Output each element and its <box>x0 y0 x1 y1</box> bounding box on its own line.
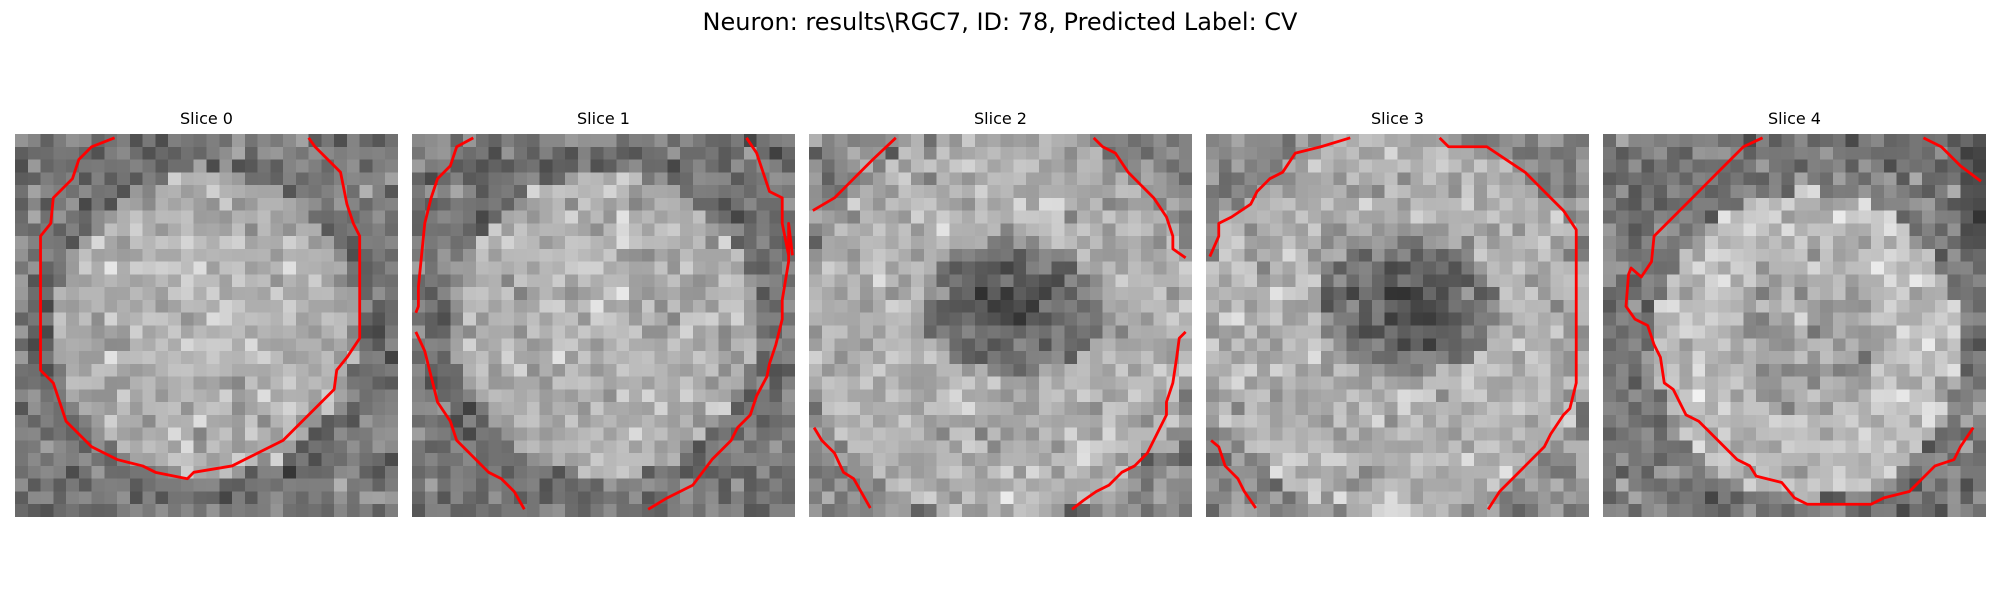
contour-line <box>1624 136 1975 506</box>
slice-title: Slice 4 <box>1768 109 1821 128</box>
slice-title: Slice 0 <box>180 109 233 128</box>
contour-line <box>647 221 794 511</box>
slice-title: Slice 3 <box>1371 109 1424 128</box>
contour-line <box>1922 136 1982 183</box>
contour-line <box>1438 136 1578 511</box>
contour-line <box>1208 136 1351 258</box>
slice-image <box>1603 134 1986 517</box>
contour-line <box>414 331 526 511</box>
figure-title: Neuron: results\RGC7, ID: 78, Predicted … <box>702 8 1298 36</box>
contour-line <box>1071 330 1187 511</box>
contour-line <box>1092 136 1187 259</box>
contour-line <box>812 136 897 212</box>
contour-line <box>745 137 790 256</box>
slice-image <box>1206 134 1589 517</box>
slice-image <box>412 134 795 517</box>
contour-line <box>414 136 474 314</box>
contour-line <box>1210 439 1257 509</box>
slice-title: Slice 2 <box>974 109 1027 128</box>
slice-image <box>809 134 1192 517</box>
contour-line <box>39 136 362 481</box>
contour-line <box>812 426 872 509</box>
slice-image <box>15 134 398 517</box>
slice-title: Slice 1 <box>577 109 630 128</box>
